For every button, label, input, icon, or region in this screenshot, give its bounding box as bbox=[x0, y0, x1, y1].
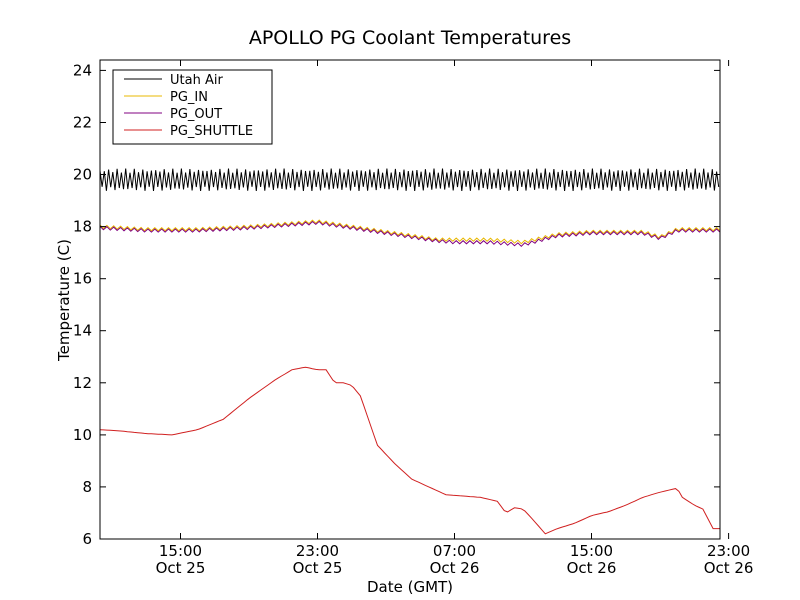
y-tick-label: 16 bbox=[73, 270, 92, 288]
y-tick-label: 24 bbox=[73, 61, 92, 79]
x-tick-label-time: 23:00 bbox=[707, 542, 750, 560]
y-tick-label: 14 bbox=[73, 322, 92, 340]
plot-lines bbox=[99, 168, 721, 535]
x-tick-label-date: Oct 25 bbox=[156, 559, 206, 577]
legend-box bbox=[112, 69, 273, 145]
y-tick-label: 8 bbox=[82, 478, 92, 496]
y-tick-label: 22 bbox=[73, 114, 92, 132]
x-tick-label-time: 07:00 bbox=[433, 542, 476, 560]
y-axis-label: Temperature (C) bbox=[55, 239, 73, 362]
x-tick-label-time: 15:00 bbox=[159, 542, 202, 560]
legend-label-pg-in: PG_IN bbox=[170, 90, 208, 105]
y-tick-label: 6 bbox=[82, 530, 92, 548]
y-tick-label: 10 bbox=[73, 426, 92, 444]
x-tick-label-date: Oct 25 bbox=[293, 559, 343, 577]
legend-label-pg-shuttle: PG_SHUTTLE bbox=[170, 124, 253, 139]
legend-label-pg-out: PG_OUT bbox=[170, 107, 222, 122]
x-tick-label-date: Oct 26 bbox=[704, 559, 754, 577]
legend: Utah Air PG_IN PG_OUT PG_SHUTTLE bbox=[112, 69, 273, 145]
x-tick-label-date: Oct 26 bbox=[567, 559, 617, 577]
series-line-utah-air bbox=[99, 168, 720, 191]
series-line-pg-shuttle bbox=[99, 366, 720, 535]
x-tick-label-time: 23:00 bbox=[296, 542, 339, 560]
series-line-pg-in bbox=[99, 219, 721, 245]
plot-frame bbox=[99, 59, 721, 540]
series-line-pg-out bbox=[99, 220, 721, 248]
x-axis-label: Date (GMT) bbox=[367, 578, 453, 596]
y-tick-label: 12 bbox=[73, 374, 92, 392]
x-tick-label-time: 15:00 bbox=[570, 542, 613, 560]
y-tick-label: 20 bbox=[73, 166, 92, 184]
y-tick-label: 18 bbox=[73, 218, 92, 236]
x-tick-label-date: Oct 26 bbox=[430, 559, 480, 577]
chart-title: APOLLO PG Coolant Temperatures bbox=[249, 27, 571, 49]
legend-label-utah-air: Utah Air bbox=[170, 73, 223, 88]
